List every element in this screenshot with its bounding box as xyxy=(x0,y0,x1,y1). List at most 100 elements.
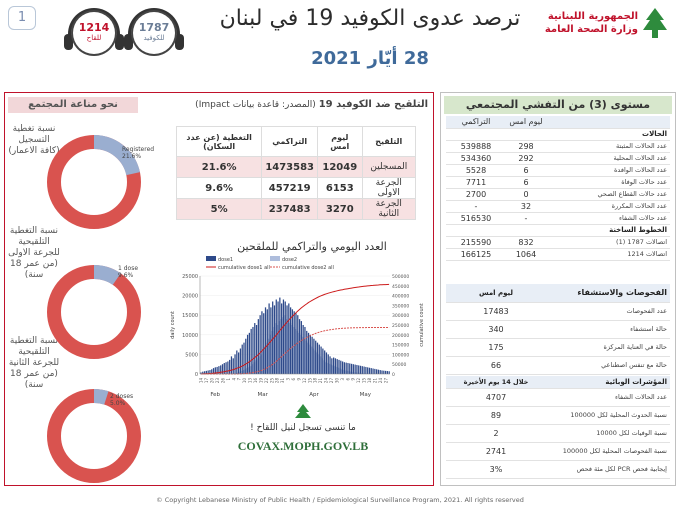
bar-dose1 xyxy=(288,303,290,374)
covid-hotline-label: للكوفيد xyxy=(143,34,165,42)
table-row: 166125 1064 اتصالات 1214 xyxy=(446,248,670,261)
y-tick-label: 0 xyxy=(195,372,198,378)
bar-dose1 xyxy=(306,330,308,374)
bar-dose1 xyxy=(304,326,306,374)
epidemic-panel xyxy=(440,92,676,486)
bar-dose1 xyxy=(225,362,227,374)
bar-dose1 xyxy=(264,307,267,374)
copyright-footer: © Copyright Lebanese Ministry of Public … xyxy=(156,496,524,504)
y-axis-label: daily count xyxy=(170,311,176,339)
bar-dose1 xyxy=(376,369,378,374)
vaccine-hotline-number: 1214 xyxy=(78,21,110,34)
table-row: 66 حالة مع تنفس اصطناعي xyxy=(446,356,670,375)
y2-tick-label: 300000 xyxy=(392,313,409,319)
bar-dose1 xyxy=(340,360,342,374)
bar-dose1 xyxy=(388,371,390,374)
legend-label-dose1: dose1 xyxy=(218,257,233,263)
bar-dose1 xyxy=(338,359,340,374)
table-row: الخطوط الساخنة xyxy=(446,224,670,237)
bar-dose1 xyxy=(374,368,376,374)
bar-dose1 xyxy=(309,334,311,374)
month-label: Mar xyxy=(258,392,269,398)
tests-table-wrap: ليوم امس الفحوصات والاستشفاء 17483 عدد ال… xyxy=(446,284,670,375)
x-tick-label: 9 xyxy=(296,378,301,381)
x-tick-label: 21 xyxy=(372,378,377,384)
vaccination-chart: dose1 dose2 cumulative dose1 all cumulative… xyxy=(170,256,425,398)
bar-dose1 xyxy=(297,315,299,374)
bar-dose1 xyxy=(243,342,245,374)
x-tick-label: 27 xyxy=(383,378,388,384)
bar-dose1 xyxy=(381,370,383,374)
vaccine-hotline-badge: 1214 للقاح xyxy=(64,8,124,60)
x-tick-label: 3 xyxy=(340,378,345,381)
vaccination-title: التلقيح ضد الكوفيد 19 (المصدر: قاعدة بيا… xyxy=(195,99,428,110)
table-row: 516530- عدد حالات الشفاء xyxy=(446,212,670,225)
bar-dose1 xyxy=(268,303,270,374)
covax-text: ما تنسى تسجل لنيل اللقاح ! xyxy=(250,423,356,433)
bar-dose1 xyxy=(352,364,354,374)
bar-dose1 xyxy=(361,366,363,374)
bar-dose1 xyxy=(365,366,367,374)
bar-dose1 xyxy=(279,297,281,374)
bar-dose1 xyxy=(284,301,286,374)
page-number: 1 xyxy=(8,6,36,30)
bar-dose1 xyxy=(322,348,324,374)
donut-coverage-slice xyxy=(47,389,141,483)
bar-dose1 xyxy=(293,311,295,374)
dose2-coverage-label: نسبة التغطية التلقيحية للجرعة الثانية (م… xyxy=(8,336,60,390)
x-tick-label: 1 xyxy=(226,378,231,381)
bar-dose1 xyxy=(254,323,256,374)
vaccination-panel xyxy=(4,92,434,486)
bar-dose1 xyxy=(325,352,328,374)
covax-banner[interactable]: ما تنسى تسجل لنيل اللقاح ! COVAX.MOPH.GO… xyxy=(218,403,388,463)
cedar-icon xyxy=(295,404,311,418)
table-header-row: خلال 14 يوم الأخيرة المؤشرات الوبائية xyxy=(446,376,670,389)
table-row: المسجلين 12049 1473583 21.6% xyxy=(175,156,417,178)
bar-dose1 xyxy=(266,309,268,374)
legend-label-dose2: dose2 xyxy=(282,257,297,263)
x-tick-label: 19 xyxy=(258,378,263,384)
table-row: 534360 292 عدد الحالات المحلية xyxy=(446,152,670,165)
x-tick-label: 6 xyxy=(345,378,350,381)
bar-dose1 xyxy=(202,371,204,374)
bar-dose1 xyxy=(384,370,387,374)
chart-title: العدد اليومي والتراكمي للملقحين xyxy=(237,240,387,253)
y2-tick-label: 450000 xyxy=(392,284,409,290)
x-tick-label: 9 xyxy=(351,378,356,381)
bar-dose1 xyxy=(311,336,313,374)
bar-dose1 xyxy=(275,299,277,374)
x-tick-label: 24 xyxy=(324,378,329,384)
y2-tick-label: 100000 xyxy=(392,352,409,358)
bar-dose1 xyxy=(386,371,389,374)
bar-dose1 xyxy=(370,368,372,374)
bar-dose1 xyxy=(209,370,211,374)
table-row: 5528 6 عدد الحالات الوافدة xyxy=(446,164,670,177)
table-header-row: التراكمي ليوم امس xyxy=(446,116,670,129)
dose1-legend: 1 dose 9.6% xyxy=(118,265,139,279)
bar-dose1 xyxy=(356,364,358,374)
bar-dose1 xyxy=(218,366,220,374)
cedar-logo-icon xyxy=(643,8,667,38)
bar-dose1 xyxy=(295,313,297,374)
bar-dose1 xyxy=(239,348,242,374)
x-tick-label: 4 xyxy=(231,378,236,381)
x-tick-label: 15 xyxy=(362,378,367,384)
y2-tick-label: 200000 xyxy=(392,333,409,339)
bar-dose1 xyxy=(363,366,365,374)
table-row: 539888 298 عدد الحالات المثبتة xyxy=(446,140,670,153)
legend-label-cum1: cumulative dose1 all xyxy=(218,265,270,271)
report-date: 28 أيّار 2021 xyxy=(311,48,429,69)
x-tick-label: 10 xyxy=(242,378,247,384)
covid-hotline-number: 1787 xyxy=(138,21,170,34)
bar-dose1 xyxy=(234,354,236,374)
y2-tick-label: 50000 xyxy=(392,362,406,368)
bar-dose1 xyxy=(261,311,263,374)
tests-table: ليوم امس الفحوصات والاستشفاء 17483 عدد ال… xyxy=(446,284,670,375)
bar-dose1 xyxy=(359,365,362,374)
x-tick-label: 25 xyxy=(269,378,274,384)
covax-link[interactable]: COVAX.MOPH.GOV.LB xyxy=(237,439,369,453)
vaccination-table: التلقيح ليوم امس التراكمي التغطية (عن عد… xyxy=(175,126,417,220)
bar-dose1 xyxy=(277,301,279,374)
y2-axis-label: cumulative count xyxy=(419,303,425,347)
y2-tick-label: 150000 xyxy=(392,343,409,349)
